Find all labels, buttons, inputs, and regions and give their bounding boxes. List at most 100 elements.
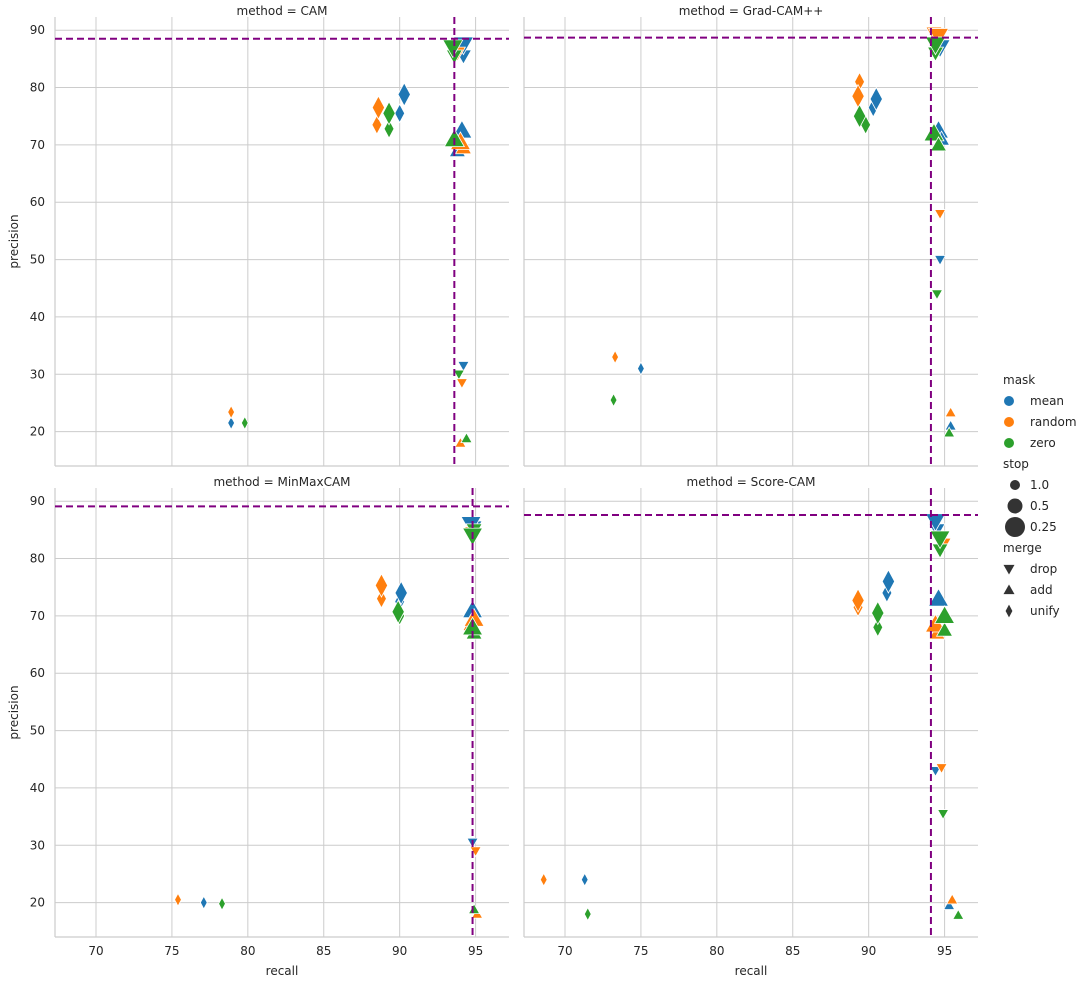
y-axis-label: precision bbox=[7, 685, 21, 739]
data-point bbox=[383, 118, 395, 139]
data-point bbox=[443, 128, 466, 148]
data-point bbox=[952, 908, 965, 920]
data-points bbox=[539, 513, 965, 922]
data-point bbox=[929, 136, 948, 152]
x-axis-label: recall bbox=[735, 964, 768, 978]
data-points bbox=[609, 26, 957, 438]
x-tick-label: 80 bbox=[709, 944, 724, 958]
y-axis-label: precision bbox=[7, 214, 21, 268]
panels: method = CAM2030405060708090precisionmet… bbox=[7, 4, 978, 978]
data-point bbox=[942, 899, 956, 910]
data-point bbox=[935, 621, 954, 637]
data-point bbox=[929, 766, 942, 778]
data-point bbox=[933, 209, 947, 220]
data-point bbox=[923, 122, 945, 142]
grid bbox=[55, 17, 509, 466]
data-point bbox=[927, 587, 950, 607]
data-point bbox=[371, 95, 386, 120]
x-tick-label: 70 bbox=[557, 944, 572, 958]
x-tick-label: 85 bbox=[316, 944, 331, 958]
x-tick-label: 80 bbox=[240, 944, 255, 958]
data-point bbox=[174, 892, 182, 907]
data-point bbox=[452, 369, 466, 381]
y-tick-label: 30 bbox=[30, 838, 45, 852]
y-tick-label: 40 bbox=[30, 781, 45, 795]
y-tick-label: 30 bbox=[30, 367, 45, 381]
legend-label: drop bbox=[1030, 562, 1057, 576]
legend-label: mean bbox=[1030, 394, 1064, 408]
x-axis-label: recall bbox=[266, 964, 299, 978]
legend-label: add bbox=[1030, 583, 1053, 597]
data-point bbox=[936, 809, 950, 821]
data-point bbox=[391, 599, 405, 625]
legend-merge-title: merge bbox=[1003, 541, 1042, 555]
data-point bbox=[218, 896, 226, 911]
data-point bbox=[935, 763, 948, 775]
data-point bbox=[371, 114, 383, 135]
legend-marker bbox=[1007, 498, 1023, 514]
panel-title: method = Grad-CAM++ bbox=[679, 4, 824, 18]
legend-label: random bbox=[1030, 415, 1077, 429]
data-point bbox=[851, 588, 865, 613]
data-point bbox=[467, 903, 481, 914]
legend-marker bbox=[1004, 417, 1014, 427]
data-point bbox=[881, 569, 896, 594]
data-point bbox=[872, 617, 884, 638]
legend-marker bbox=[1010, 480, 1020, 490]
panel-title: method = CAM bbox=[237, 4, 328, 18]
legend-marker bbox=[1004, 438, 1014, 448]
data-point bbox=[227, 415, 235, 431]
y-tick-label: 20 bbox=[30, 896, 45, 910]
panel-minmaxcam: method = MinMaxCAM 20 30 40 50 60 70 80 90 precis… bbox=[7, 475, 509, 978]
grid bbox=[524, 488, 978, 937]
legend-marker bbox=[1005, 604, 1013, 618]
legend-stop-title: stop bbox=[1003, 457, 1029, 471]
legend-label: zero bbox=[1030, 436, 1056, 450]
y-tick-label: 50 bbox=[30, 253, 45, 267]
data-point bbox=[871, 600, 885, 626]
data-point bbox=[382, 100, 396, 126]
y-tick-label: 80 bbox=[30, 552, 45, 566]
data-point bbox=[929, 530, 951, 550]
data-point bbox=[611, 349, 619, 365]
data-point bbox=[199, 895, 208, 910]
data-point bbox=[376, 588, 387, 609]
y-tick-label: 90 bbox=[30, 494, 45, 508]
data-point bbox=[460, 432, 473, 443]
x-tick-label: 75 bbox=[164, 944, 179, 958]
data-point bbox=[374, 573, 389, 598]
data-point bbox=[580, 872, 589, 887]
data-point bbox=[227, 404, 235, 420]
data-point bbox=[942, 426, 956, 438]
legend-label: 0.5 bbox=[1030, 499, 1049, 513]
grid bbox=[55, 488, 509, 937]
data-point bbox=[945, 893, 959, 905]
data-point bbox=[944, 419, 957, 431]
data-points bbox=[174, 516, 485, 919]
data-point bbox=[637, 361, 645, 376]
y-tick-label: 90 bbox=[30, 23, 45, 37]
data-point bbox=[851, 83, 865, 109]
data-point bbox=[869, 86, 883, 112]
data-point bbox=[539, 872, 548, 887]
x-tick-label: 70 bbox=[88, 944, 103, 958]
x-tick-label: 95 bbox=[937, 944, 952, 958]
y-tick-label: 70 bbox=[30, 609, 45, 623]
data-point bbox=[397, 82, 411, 107]
grid bbox=[524, 17, 978, 466]
data-point bbox=[852, 103, 867, 129]
y-tick-label: 70 bbox=[30, 138, 45, 152]
data-point bbox=[930, 289, 944, 301]
y-tick-label: 80 bbox=[30, 81, 45, 95]
data-point bbox=[583, 906, 592, 922]
panel-grad-cam: method = Grad-CAM++ bbox=[523, 4, 978, 467]
legend-label: unify bbox=[1030, 604, 1060, 618]
y-tick-label: 20 bbox=[30, 425, 45, 439]
legend-mask-title: mask bbox=[1003, 373, 1035, 387]
data-points bbox=[227, 36, 475, 448]
data-point bbox=[394, 580, 408, 606]
data-point bbox=[609, 392, 618, 408]
data-point bbox=[457, 361, 470, 372]
